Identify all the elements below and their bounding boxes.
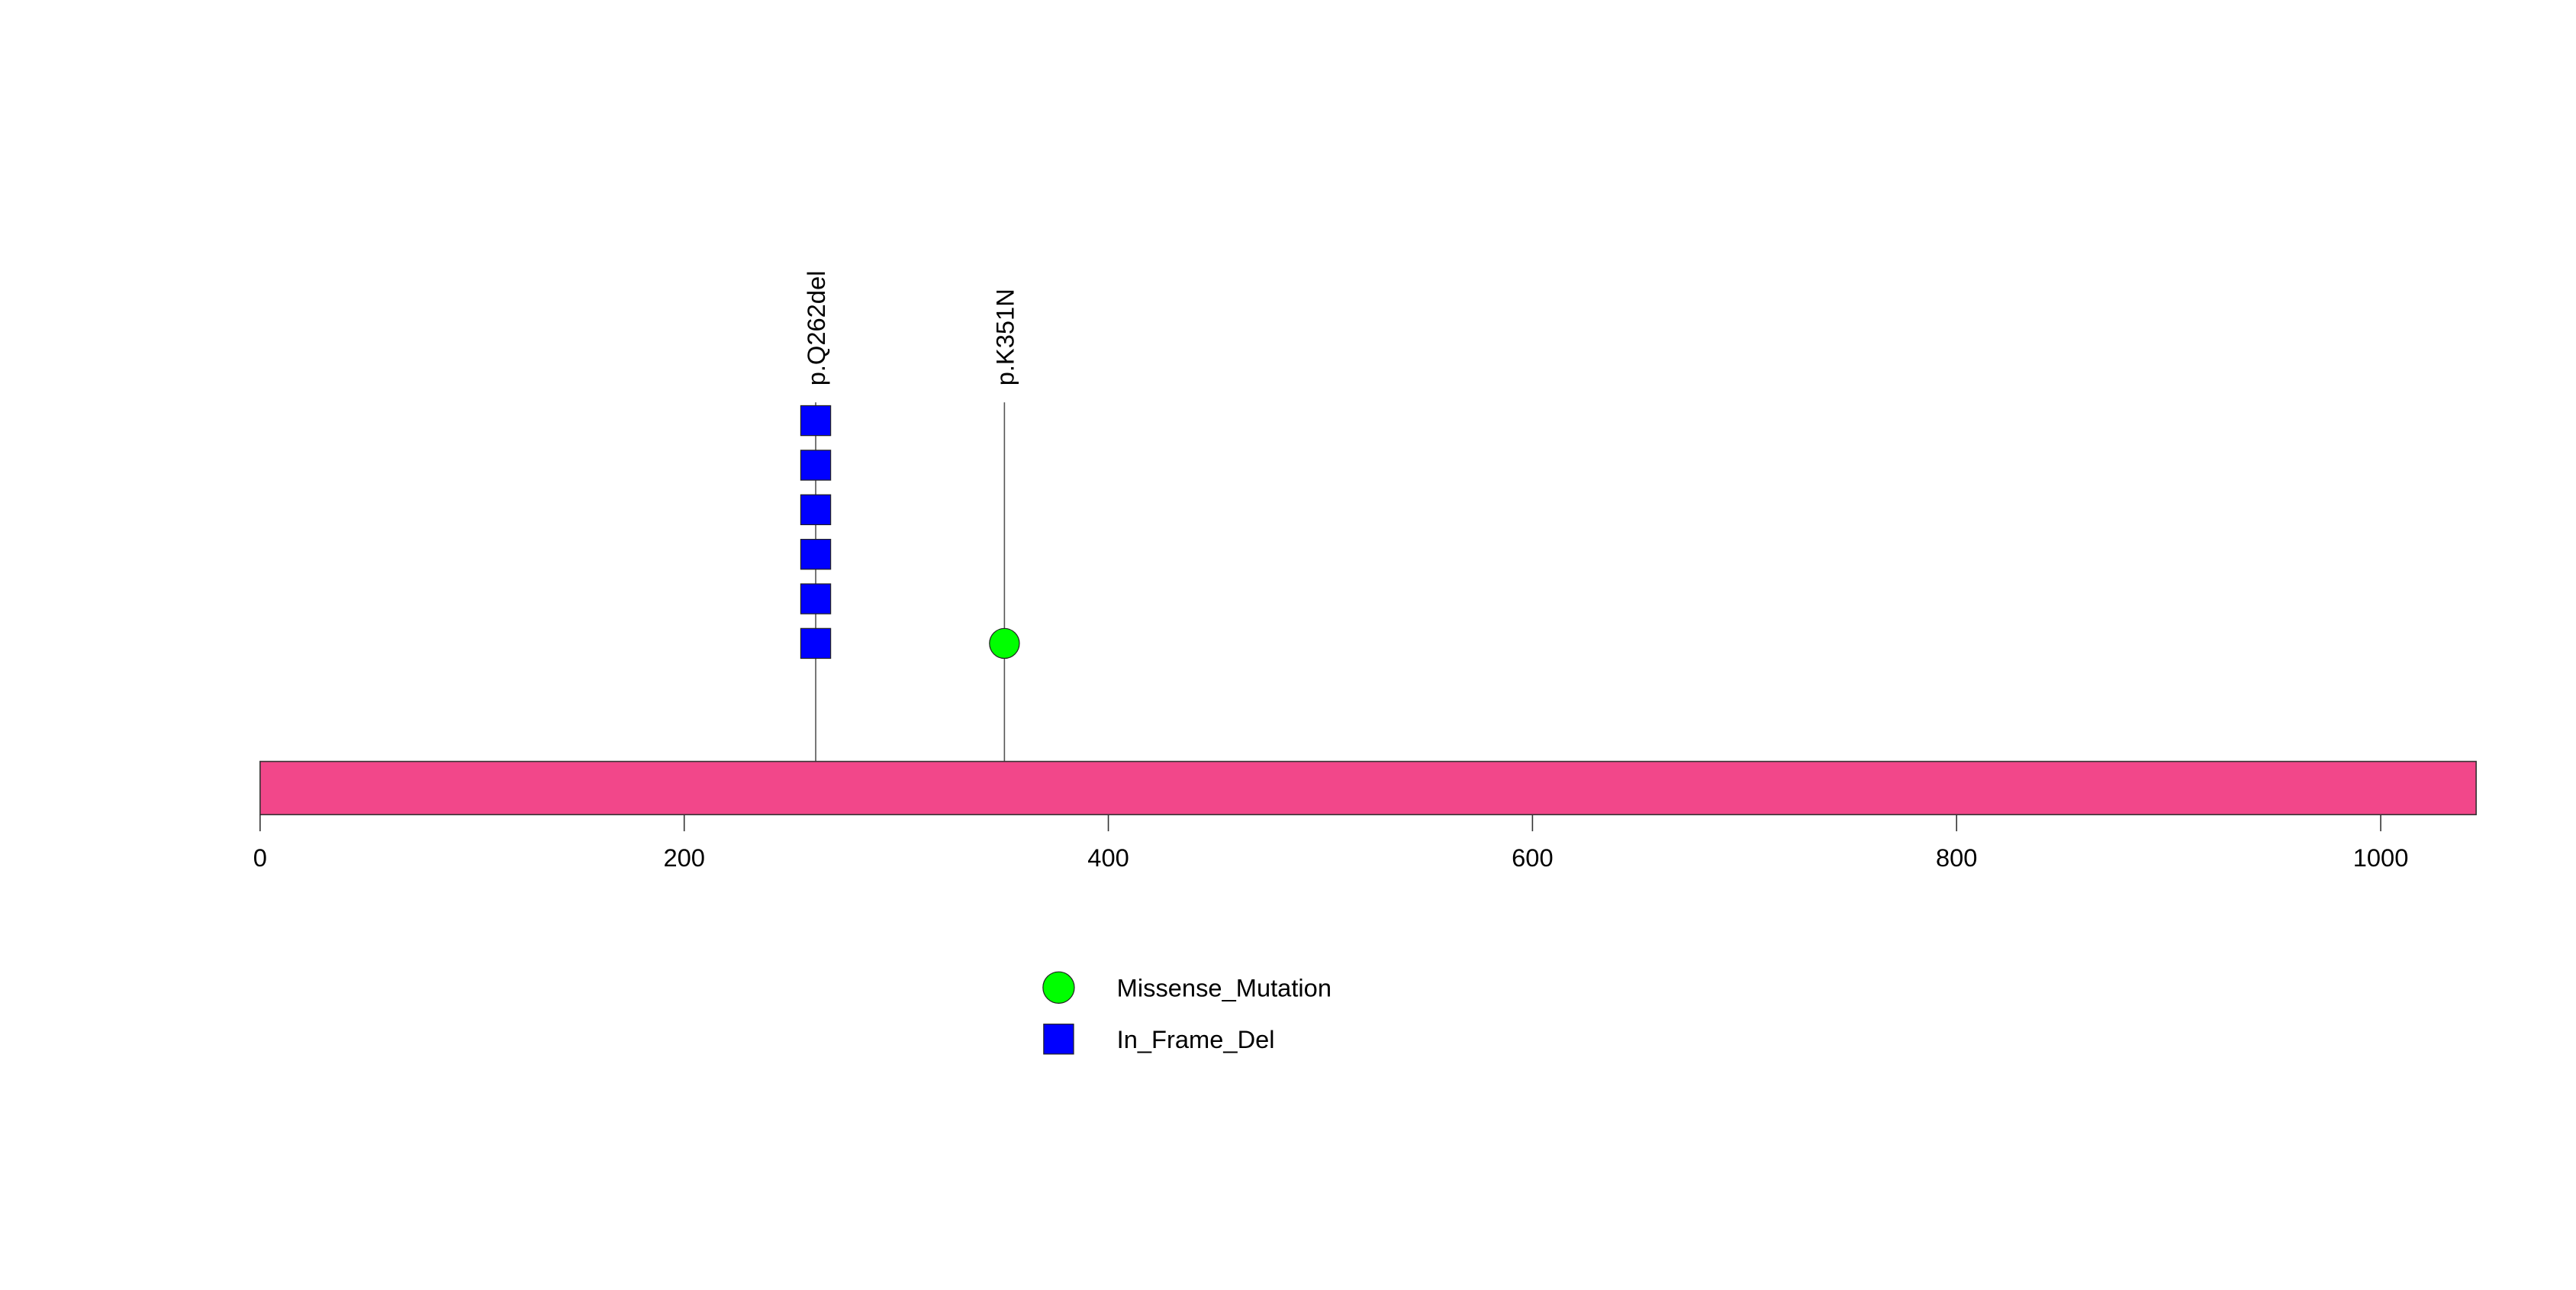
legend-label: Missense_Mutation [1117, 974, 1331, 1002]
in-frame-del-marker [800, 450, 832, 481]
legend-circle-swatch [1042, 971, 1075, 1004]
in-frame-del-marker [800, 627, 832, 660]
x-tick-label: 200 [663, 843, 705, 872]
mutation-label: p.K351N [990, 289, 1019, 385]
legend-label: In_Frame_Del [1117, 1025, 1275, 1053]
x-tick-label: 0 [253, 843, 267, 872]
in-frame-del-marker [800, 538, 832, 570]
protein-bar [259, 760, 2477, 816]
x-tick-label: 800 [1936, 843, 1978, 872]
protein-bar-group [259, 760, 2477, 816]
x-tick-label: 600 [1512, 843, 1554, 872]
x-tick-label: 400 [1087, 843, 1129, 872]
mutation-label: p.Q262del [802, 271, 830, 386]
x-tick-label: 1000 [2353, 843, 2409, 872]
in-frame-del-marker [800, 405, 832, 437]
missense-mutation-marker [989, 627, 1020, 660]
legend: Missense_Mutation In_Frame_Del [1042, 971, 1331, 1055]
mutation-labels: p.Q262del p.K351N [802, 271, 1019, 386]
in-frame-del-marker [800, 583, 832, 614]
in-frame-del-marker [800, 494, 832, 525]
mutation-markers [800, 405, 1020, 660]
x-axis: 0 200 400 600 800 1000 [253, 814, 2409, 872]
legend-square-swatch [1043, 1024, 1074, 1055]
mutation-stems [815, 402, 1006, 815]
